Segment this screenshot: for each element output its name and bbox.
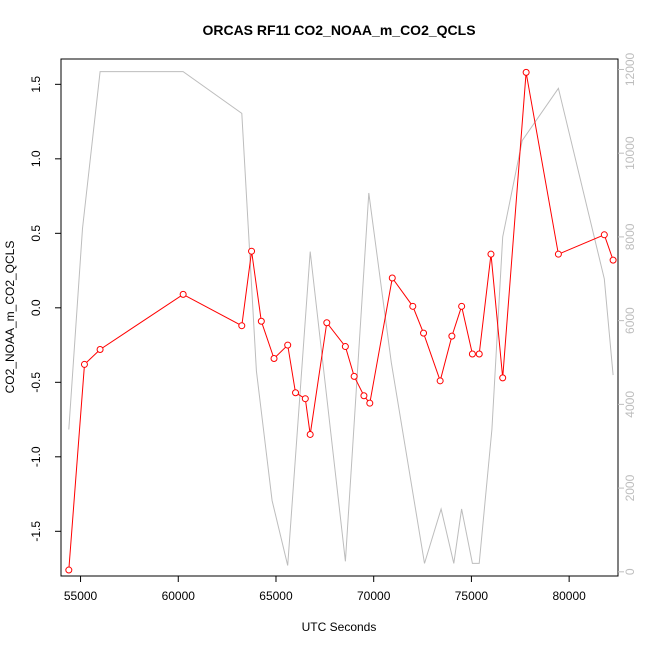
y-tick-label: 1.0 [29, 150, 43, 167]
x-axis: 55000 60000 65000 70000 75000 80000 [64, 576, 586, 603]
y-tick-label: 0.5 [29, 225, 43, 242]
x-tick-label: 80000 [552, 589, 586, 603]
y-tick-label: 0.0 [29, 299, 43, 316]
series-layer [65, 68, 617, 574]
data-point [341, 343, 349, 351]
x-tick-label: 75000 [455, 589, 489, 603]
data-point [301, 395, 309, 403]
data-point [366, 399, 374, 407]
x-axis-label: UTC Seconds [302, 620, 377, 634]
series-line-right [68, 71, 614, 566]
data-point [436, 377, 444, 385]
data-point [238, 322, 246, 330]
series-line-left [68, 72, 614, 571]
y-tick-label: -0.5 [29, 372, 43, 393]
data-point [360, 392, 368, 400]
y2-tick-label: 12000 [623, 52, 637, 86]
y-tick-label: 1.5 [29, 76, 43, 93]
y2-tick-label: 0 [623, 568, 637, 575]
data-point [96, 346, 104, 354]
data-point [323, 319, 331, 327]
data-point [475, 350, 483, 358]
data-point [499, 374, 507, 382]
data-point [458, 302, 466, 310]
data-point [554, 250, 562, 258]
data-point [468, 350, 476, 358]
y2-tick-label: 10000 [623, 136, 637, 170]
data-point [600, 231, 608, 239]
y-tick-label: -1.5 [29, 521, 43, 542]
data-point [80, 360, 88, 368]
data-point [306, 430, 314, 438]
y2-tick-label: 6000 [623, 307, 637, 334]
y2-tick-label: 4000 [623, 391, 637, 418]
x-tick-label: 70000 [357, 589, 391, 603]
data-point [609, 256, 617, 264]
data-point [270, 354, 278, 362]
data-point [448, 332, 456, 340]
chart-title: ORCAS RF11 CO2_NOAA_m_CO2_QCLS [202, 22, 475, 38]
data-point [350, 372, 358, 380]
y-axis-right: 0 2000 4000 6000 8000 10000 12000 [618, 52, 637, 575]
data-point [257, 317, 265, 325]
data-point [292, 389, 300, 397]
y2-tick-label: 2000 [623, 474, 637, 501]
data-point [284, 341, 292, 349]
data-point [179, 290, 187, 298]
data-point [248, 247, 256, 255]
data-point [388, 274, 396, 282]
plot-frame [60, 58, 619, 577]
x-tick-label: 55000 [64, 589, 98, 603]
y2-tick-label: 8000 [623, 223, 637, 250]
y-axis-left: -1.5 -1.0 -0.5 0.0 0.5 1.0 1.5 [29, 76, 61, 542]
data-point [65, 566, 73, 574]
data-point [420, 329, 428, 337]
data-point [487, 250, 495, 258]
data-point [522, 68, 530, 76]
y-axis-label: CO2_NOAA_m_CO2_QCLS [3, 241, 17, 394]
x-tick-label: 65000 [259, 589, 293, 603]
y-tick-label: -1.0 [29, 446, 43, 467]
data-point [409, 302, 417, 310]
x-tick-label: 60000 [162, 589, 196, 603]
